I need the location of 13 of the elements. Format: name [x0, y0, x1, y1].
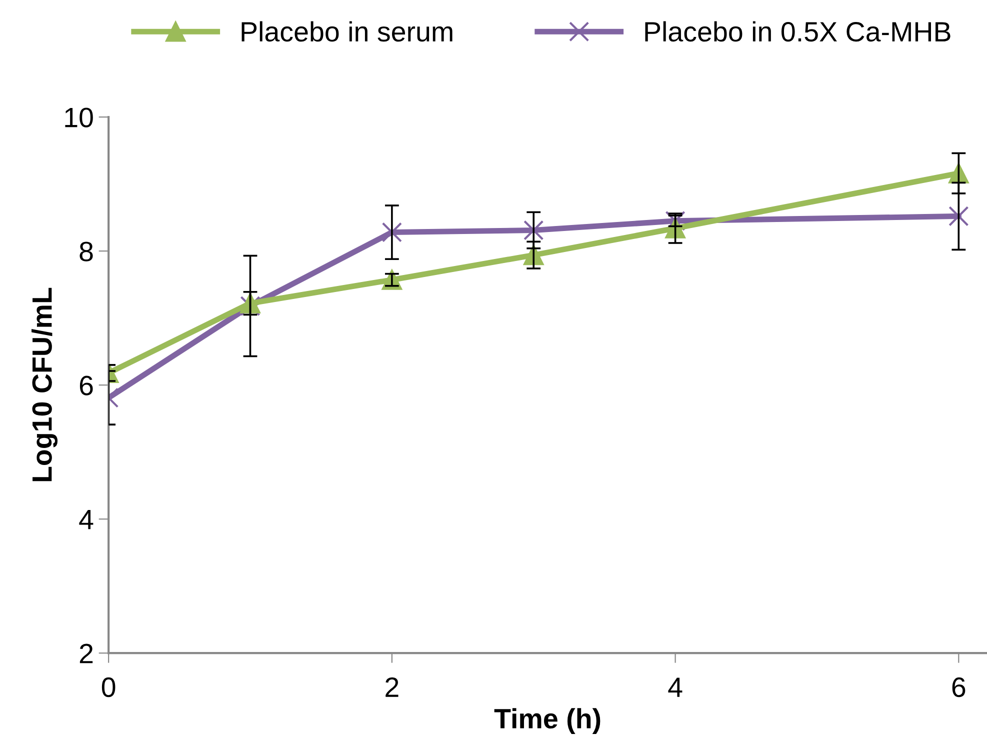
legend-label: Placebo in 0.5X Ca-MHB — [645, 21, 950, 42]
legend-label: Placebo in serum — [242, 21, 452, 42]
x-tick-label: 4 — [668, 678, 682, 697]
x-tick-label: 2 — [386, 677, 398, 697]
x-tick-label: 6 — [952, 677, 966, 698]
y-tick-label: 2 — [80, 644, 93, 664]
y-tick-label: 4 — [79, 510, 94, 530]
y-tick-label: 10 — [65, 108, 93, 128]
y-axis-title: Log10 CFU/mL — [32, 288, 58, 482]
y-tick-label: 8 — [80, 242, 93, 262]
x-axis-title: Time (h) — [494, 708, 600, 734]
y-tick-label: 6 — [80, 376, 93, 396]
x-tick-label: 0 — [102, 677, 116, 698]
